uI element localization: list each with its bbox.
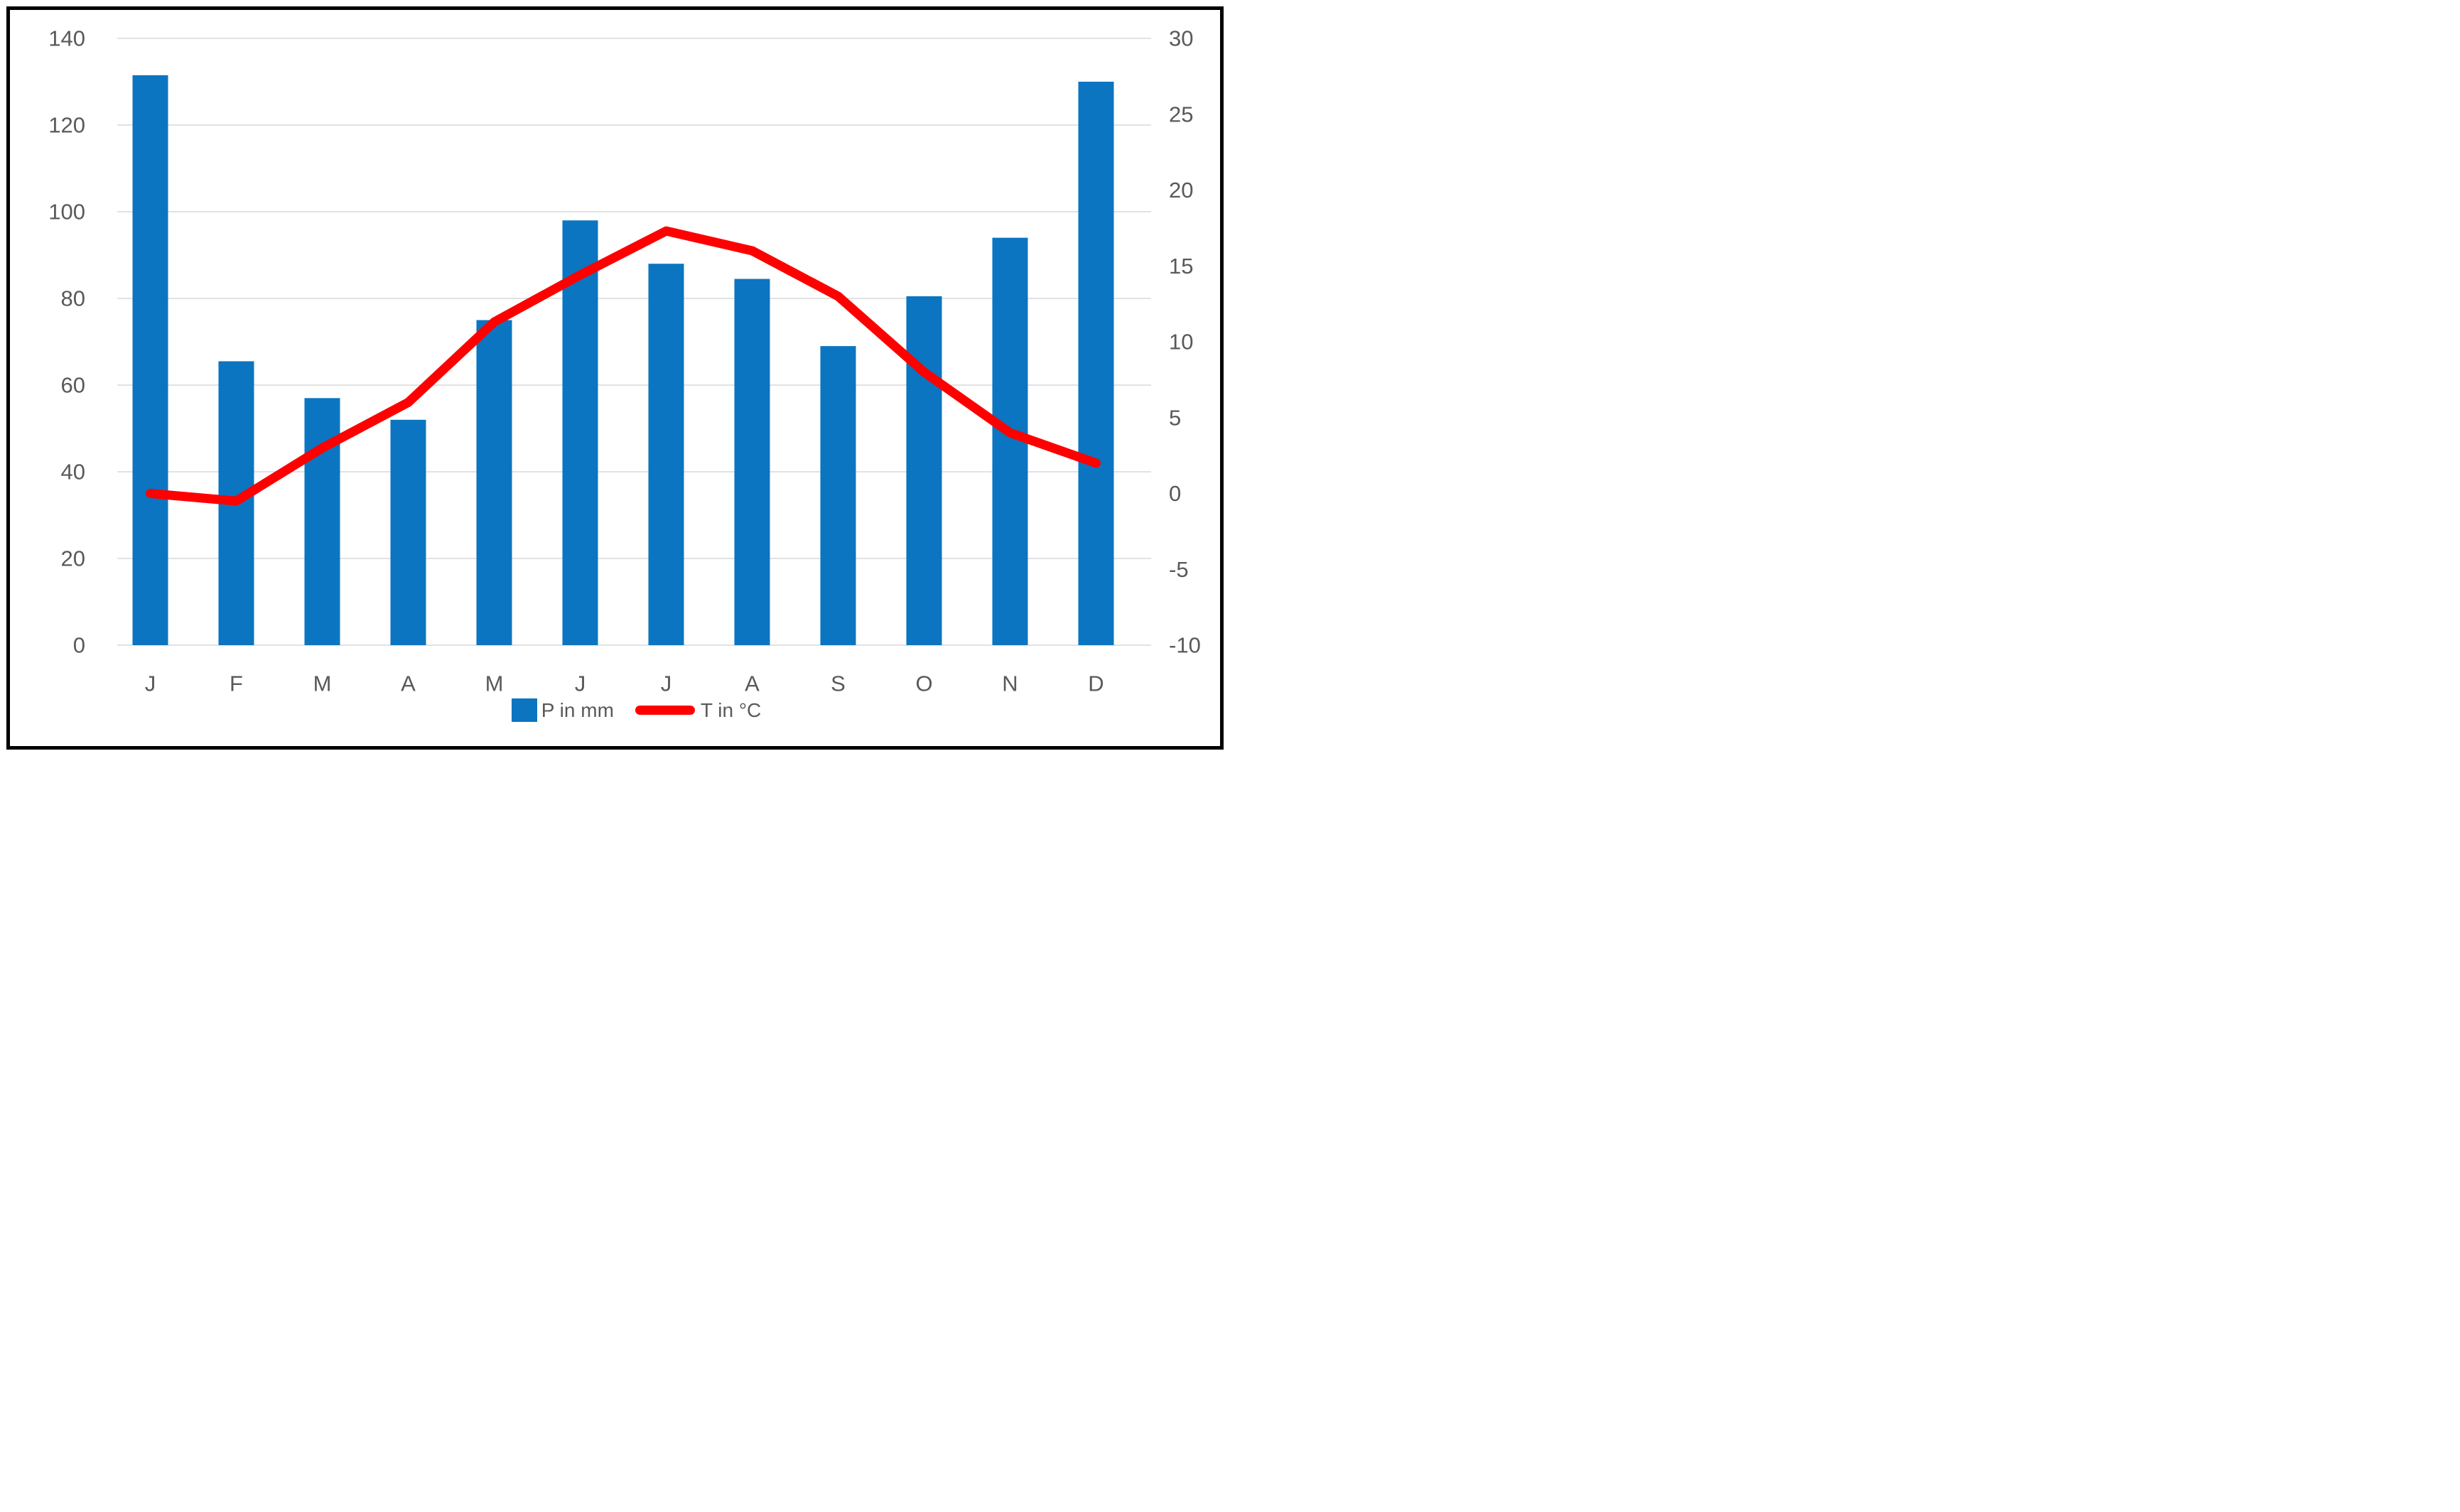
x-axis-month-label-8: S bbox=[831, 671, 846, 696]
temperature-line-group bbox=[146, 226, 1101, 506]
x-axis-month-label-11: D bbox=[1088, 671, 1104, 696]
y-axis-right-tick-label: 0 bbox=[1169, 481, 1181, 506]
y-axis-right-tick-label: 30 bbox=[1169, 26, 1193, 51]
chart-frame: 140 120 100 80 60 40 20 0 30 25 20 15 10 5 0 -5 -10 J F M… bbox=[6, 6, 1224, 750]
y-axis-left-tick-label: 100 bbox=[48, 200, 85, 225]
climate-chart-svg: 140 120 100 80 60 40 20 0 30 25 20 15 10 5 0 -5 -10 J F M… bbox=[48, 26, 1201, 696]
y-axis-right-tick-label: -10 bbox=[1169, 633, 1201, 658]
y-axis-right-tick-label: 25 bbox=[1169, 102, 1193, 126]
x-axis-month-label-5: J bbox=[575, 671, 586, 696]
precip-bar-S-8 bbox=[820, 346, 856, 645]
y-axis-right-tick-label: 5 bbox=[1169, 405, 1181, 430]
x-axis-month-label-9: O bbox=[915, 671, 932, 696]
x-axis-month-label-2: M bbox=[313, 671, 332, 696]
x-axis-month-label-1: F bbox=[230, 671, 243, 696]
y-axis-left-tick-label: 60 bbox=[61, 373, 85, 398]
precip-bar-M-2 bbox=[304, 398, 340, 645]
legend-precip-swatch-icon bbox=[511, 698, 537, 722]
x-axis-month-label-4: M bbox=[485, 671, 504, 696]
precipitation-bars-group bbox=[132, 75, 1114, 646]
y-axis-left-tick-label: 20 bbox=[61, 546, 85, 571]
y-axis-right-tick-label: 15 bbox=[1169, 254, 1193, 279]
precip-bar-D-11 bbox=[1078, 82, 1114, 645]
precip-bar-O-9 bbox=[906, 296, 942, 645]
precip-bar-A-7 bbox=[734, 279, 770, 645]
precip-bar-J-0 bbox=[132, 75, 168, 646]
x-axis-month-label-10: N bbox=[1002, 671, 1018, 696]
y-axis-left-tick-label: 140 bbox=[48, 26, 85, 51]
y-axis-right-tick-label: 20 bbox=[1169, 178, 1193, 202]
legend-precip-label: P in mm bbox=[541, 698, 614, 721]
y-axis-left-tick-label: 120 bbox=[48, 113, 85, 138]
legend-temp-label: T in °C bbox=[700, 698, 762, 721]
precip-bar-J-6 bbox=[648, 264, 684, 645]
y-axis-right-labels: 30 25 20 15 10 5 0 -5 -10 bbox=[1169, 26, 1201, 658]
x-axis-month-label-0: J bbox=[145, 671, 156, 696]
x-axis-month-label-3: A bbox=[401, 671, 416, 696]
legend-temp-swatch-icon bbox=[635, 706, 695, 715]
chart-legend: P in mm T in °C bbox=[31, 698, 1241, 722]
y-axis-right-tick-label: 10 bbox=[1169, 330, 1193, 355]
y-axis-left-tick-label: 40 bbox=[61, 460, 85, 485]
precip-bar-A-3 bbox=[390, 419, 426, 645]
y-axis-left-tick-label: 80 bbox=[61, 286, 85, 311]
y-axis-right-tick-label: -5 bbox=[1169, 557, 1189, 582]
y-axis-left-tick-label: 0 bbox=[73, 633, 85, 658]
precip-bar-M-4 bbox=[476, 320, 512, 645]
x-axis-month-label-7: A bbox=[745, 671, 760, 696]
x-axis-month-label-6: J bbox=[661, 671, 672, 696]
y-axis-left-labels: 140 120 100 80 60 40 20 0 bbox=[48, 26, 85, 658]
temperature-line bbox=[146, 226, 1101, 506]
precip-bar-J-5 bbox=[562, 220, 598, 645]
